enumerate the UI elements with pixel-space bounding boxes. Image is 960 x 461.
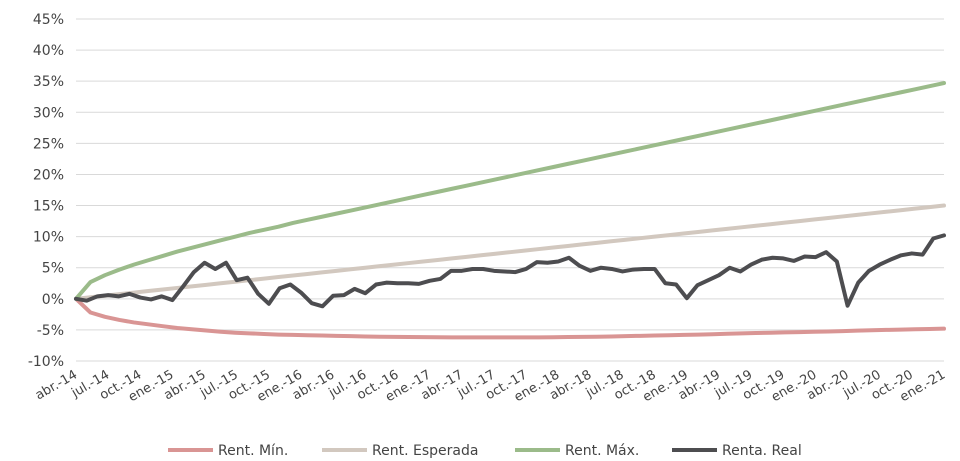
y-axis-ticks: -10% -5% 0% 5% 10% 15% 20% 25% 30% 35% 40% 45% <box>28 12 64 370</box>
y-tick-label: 45% <box>33 12 64 28</box>
series-line-1 <box>74 203 946 301</box>
y-tick-label: 25% <box>33 136 64 152</box>
y-tick-label: -10% <box>28 354 64 370</box>
y-tick-label: 15% <box>33 199 64 215</box>
y-tick-label: 10% <box>33 230 64 246</box>
y-tick-label: -5% <box>37 323 64 339</box>
y-tick-label: 5% <box>42 261 64 277</box>
gridlines <box>76 18 944 362</box>
x-axis-ticks: abr.-14jul.-14oct.-14ene.-15abr.-15jul.-… <box>33 367 948 405</box>
legend: Rent. Mín. Rent. Esperada Rent. Máx. Renta.… <box>168 443 802 459</box>
legend-label: Rent. Máx. <box>565 443 639 459</box>
legend-label: Rent. Esperada <box>372 443 478 459</box>
series-line-3 <box>74 233 946 309</box>
legend-label: Renta. Real <box>722 443 802 459</box>
y-tick-label: 0% <box>42 292 64 308</box>
y-tick-label: 30% <box>33 105 64 121</box>
y-tick-label: 40% <box>33 43 64 59</box>
series-lines <box>74 81 946 340</box>
legend-label: Rent. Mín. <box>218 443 288 459</box>
y-tick-label: 20% <box>33 167 64 183</box>
series-line-2 <box>74 81 946 301</box>
series-line-0 <box>74 296 946 340</box>
y-tick-label: 35% <box>33 74 64 90</box>
